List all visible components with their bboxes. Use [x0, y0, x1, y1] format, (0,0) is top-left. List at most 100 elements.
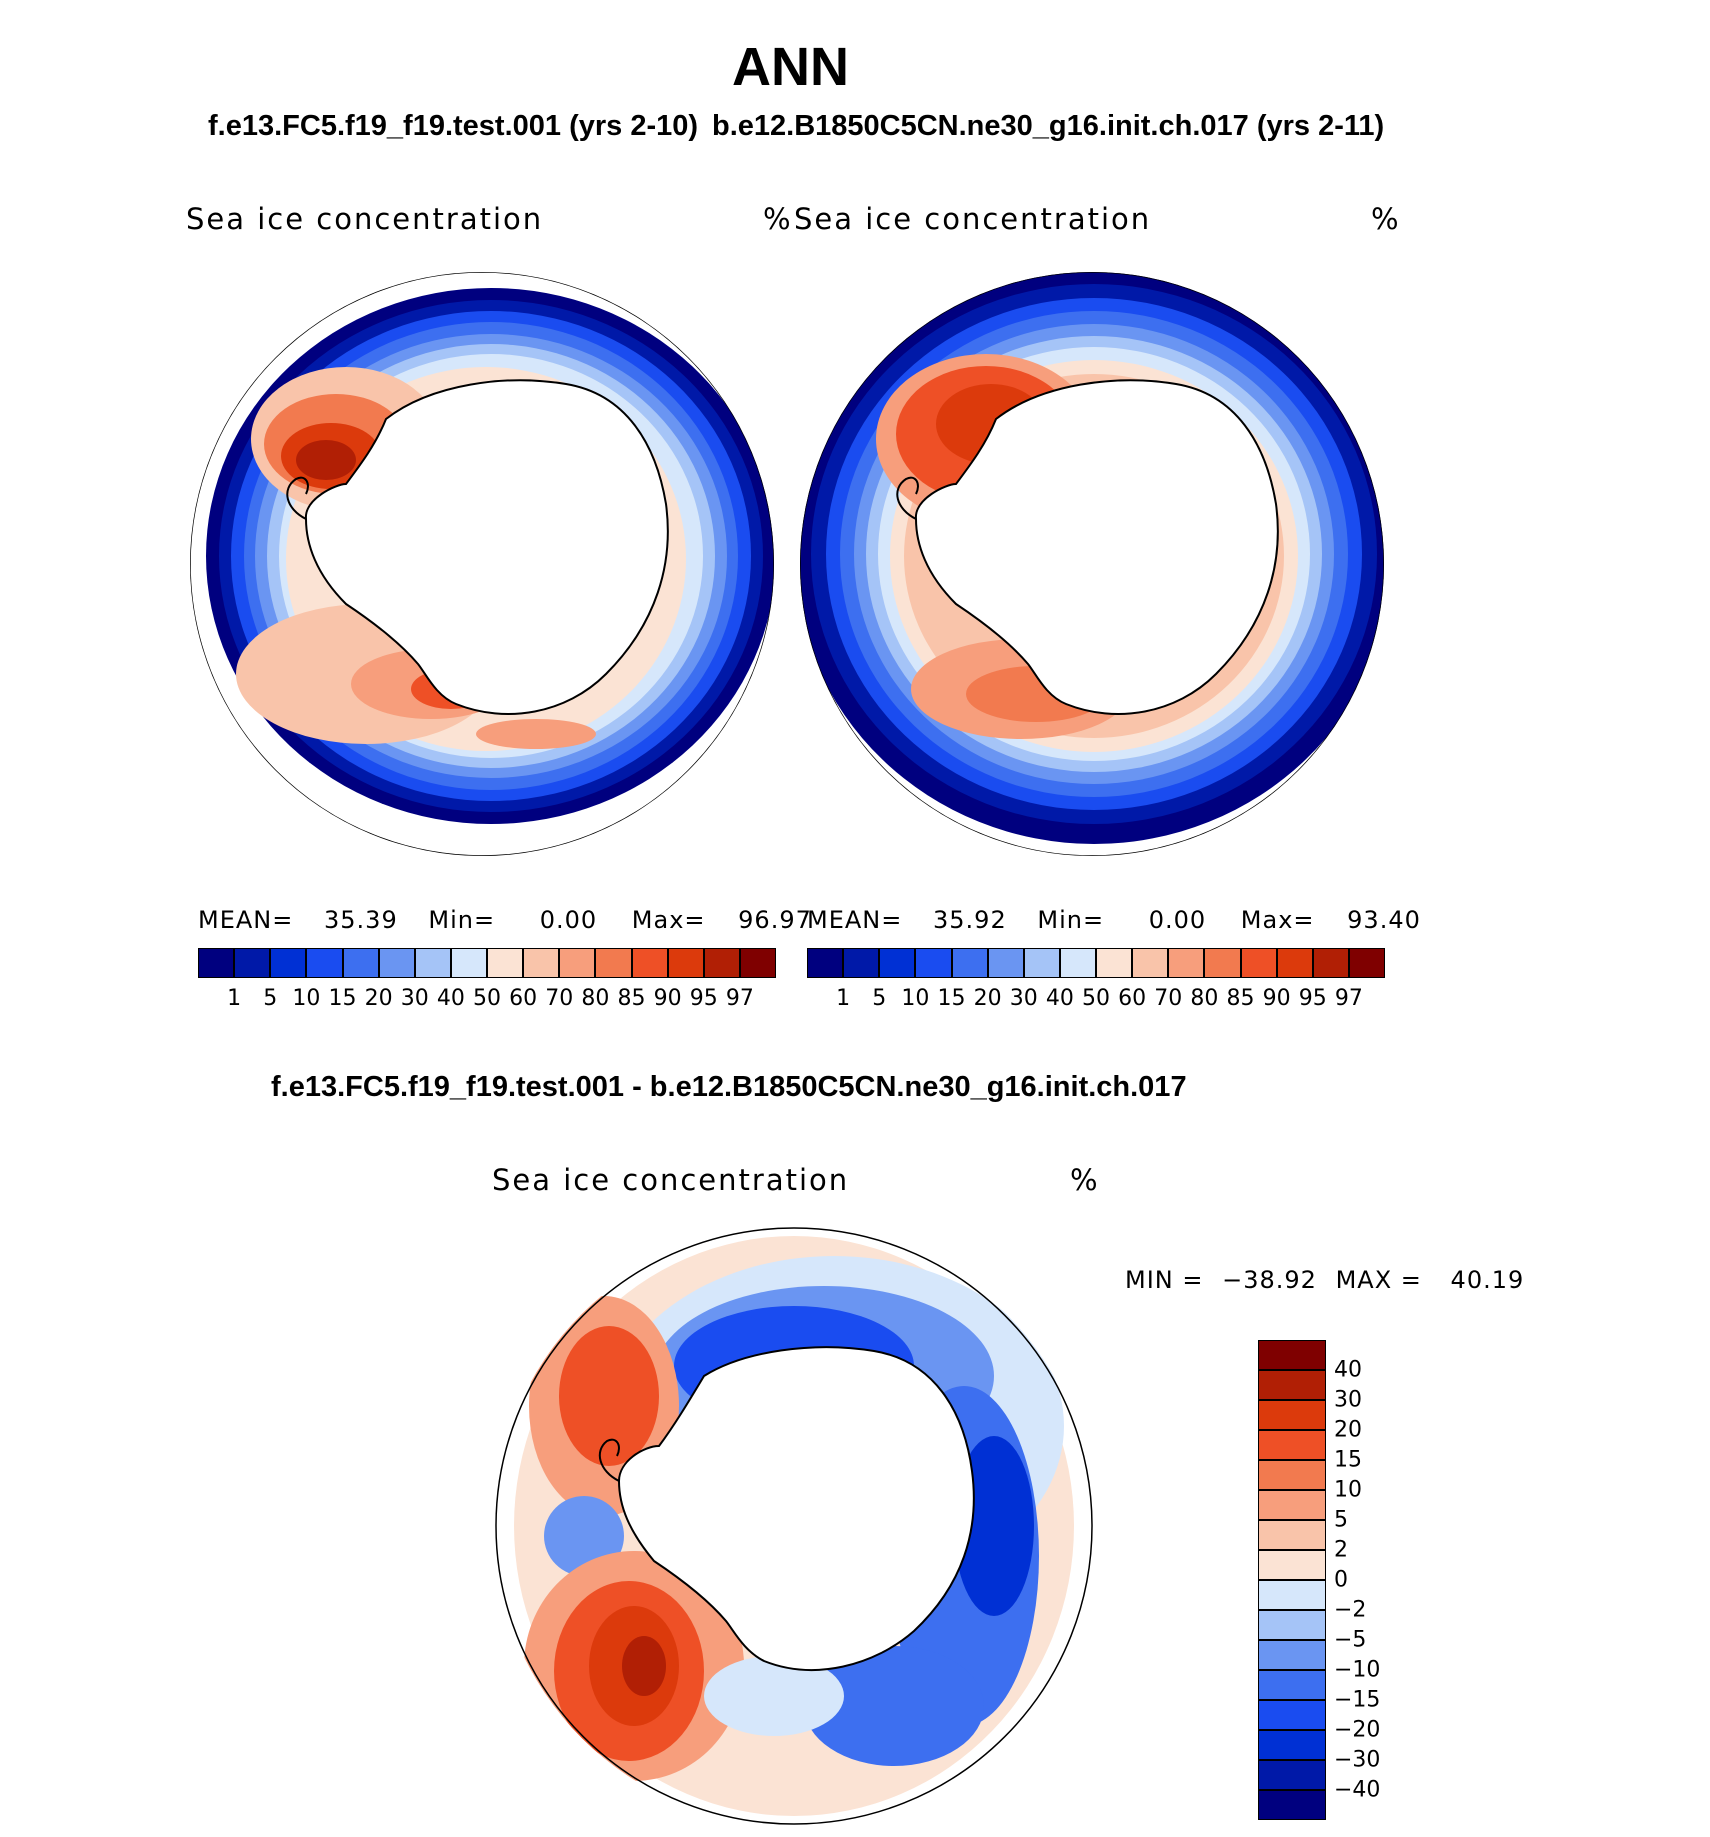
panel1-colorbar-swatch: [306, 948, 343, 978]
panel1-colorbar-tick-label: 5: [263, 986, 278, 1011]
panel2-stats: MEAN= 35.92 Min= 0.00 Max= 93.40: [807, 906, 1421, 934]
diff-max-value: 40.19: [1450, 1266, 1525, 1294]
panel1-colorbar-swatch: [450, 948, 487, 978]
diff-colorbar-tick-label: 20: [1334, 1417, 1362, 1443]
diff-colorbar-tick-label: −2: [1334, 1597, 1367, 1623]
panel1-colorbar-tick-label: 95: [689, 986, 718, 1011]
panel1-colorbar-tick-label: 85: [617, 986, 646, 1011]
panel2-ice-contours: [800, 272, 1384, 844]
diff-units: %: [1070, 1163, 1100, 1197]
panel2-colorbar-swatch: [1023, 948, 1060, 978]
diff-colorbar-swatch: [1258, 1730, 1326, 1760]
diff-colorbar-tick-label: −40: [1334, 1777, 1381, 1803]
panel1-colorbar: 1 5 10 15 20 30 40 50 60 70 80 85 90 95 97: [198, 948, 776, 1011]
panel1-colorbar-swatch: [414, 948, 451, 978]
panel1-ice-contours: [206, 288, 774, 824]
diff-case-title: f.e13.FC5.f19_f19.test.001 - b.e12.B1850…: [271, 1071, 1187, 1103]
diff-colorbar-swatch: [1258, 1700, 1326, 1730]
panel2-polar-map: [800, 272, 1384, 856]
diff-colorbar-swatch: [1258, 1790, 1326, 1820]
panel2-colorbar-swatch: [1059, 948, 1096, 978]
panel2-colorbar-swatch: [1276, 948, 1313, 978]
diff-colorbar-swatch: [1258, 1550, 1326, 1580]
panel1-max-value: 96.97: [738, 906, 812, 934]
diff-colorbar-swatch: [1258, 1340, 1326, 1370]
diff-variable-label: Sea ice concentration: [492, 1163, 850, 1197]
diff-colorbar-swatch: [1258, 1580, 1326, 1610]
panel2-mean-value: 35.92: [933, 906, 1007, 934]
panel1-colorbar-swatch: [198, 948, 235, 978]
panel1-min-value: 0.00: [539, 906, 598, 934]
panel2-colorbar-tick-label: 70: [1154, 986, 1183, 1011]
panel2-colorbar-tick-label: 30: [1009, 986, 1038, 1011]
panel2-max-value: 93.40: [1347, 906, 1421, 934]
panel2-colorbar-swatch: [1096, 948, 1133, 978]
panel2-colorbar-swatch: [1132, 948, 1169, 978]
panel2-case-title: b.e12.B1850C5CN.ne30_g16.init.ch.017 (yr…: [712, 110, 1385, 142]
diff-min-label: MIN =: [1125, 1266, 1204, 1294]
panel1-colorbar-swatch: [667, 948, 704, 978]
panel2-colorbar-tick-label: 1: [836, 986, 851, 1011]
panel1-colorbar-tick-label: 30: [400, 986, 429, 1011]
diff-colorbar-tick-label: 30: [1334, 1387, 1362, 1413]
panel2-colorbar-tick-label: 10: [901, 986, 930, 1011]
diff-colorbar-tick-label: −5: [1334, 1627, 1367, 1653]
panel1-colorbar-tick-label: 20: [364, 986, 393, 1011]
panel2-variable-label: Sea ice concentration: [794, 202, 1152, 236]
diff-colorbar-swatch: [1258, 1670, 1326, 1700]
panel2-colorbar-swatch: [951, 948, 988, 978]
panel2-colorbar-swatch: [1348, 948, 1385, 978]
diff-contours: [514, 1236, 1074, 1816]
panel2-mean-label: MEAN=: [807, 906, 903, 934]
panel1-colorbar-swatch: [378, 948, 415, 978]
panel2-colorbar-swatch: [879, 948, 916, 978]
diff-colorbar-tick-label: −30: [1334, 1747, 1381, 1773]
panel1-colorbar-swatch: [270, 948, 307, 978]
diff-min-value: −38.92: [1222, 1266, 1317, 1294]
panel1-min-label: Min=: [428, 906, 496, 934]
diff-colorbar-swatch: [1258, 1370, 1326, 1400]
diff-colorbar-tick-label: −20: [1334, 1717, 1381, 1743]
panel2-colorbar-swatch: [915, 948, 952, 978]
panel1-mean-value: 35.39: [324, 906, 398, 934]
panel1-colorbar-swatch: [342, 948, 379, 978]
panel2-colorbar-swatch: [807, 948, 844, 978]
panel1-stats: MEAN= 35.39 Min= 0.00 Max= 96.97: [198, 906, 812, 934]
panel1-colorbar-swatch: [631, 948, 668, 978]
panel1-colorbar-tick-label: 70: [545, 986, 574, 1011]
panel1-colorbar-tick-label: 80: [581, 986, 610, 1011]
panel1-colorbar-swatch: [234, 948, 271, 978]
panel2-colorbar-tick-label: 80: [1190, 986, 1219, 1011]
panel2-units: %: [1371, 202, 1401, 236]
diff-colorbar-tick-label: 40: [1334, 1357, 1362, 1383]
panel2-colorbar-tick-label: 97: [1334, 986, 1363, 1011]
panel2-colorbar-swatch: [843, 948, 880, 978]
panel1-colorbar-tick-label: 10: [292, 986, 321, 1011]
panel2-max-label: Max=: [1240, 906, 1315, 934]
diff-colorbar-swatch: [1258, 1460, 1326, 1490]
panel2-colorbar-tick-label: 50: [1082, 986, 1110, 1011]
panel1-polar-map: [190, 272, 774, 856]
panel2-colorbar-tick-label: 95: [1298, 986, 1327, 1011]
panel1-colorbar-tick-label: 40: [436, 986, 465, 1011]
diff-colorbar: 40 30 20 15 10 5 2 0 −2 −5 −10 −15 −20 −30 −40: [1258, 1340, 1418, 1820]
panel2-colorbar-tick-label: 85: [1226, 986, 1255, 1011]
diff-colorbar-swatch: [1258, 1760, 1326, 1790]
panel1-colorbar-tick-label: 50: [473, 986, 501, 1011]
panel2-colorbar-swatch: [1312, 948, 1349, 978]
panel2-colorbar: 1 5 10 15 20 30 40 50 60 70 80 85 90 95 97: [807, 948, 1385, 1011]
diff-colorbar-swatch: [1258, 1610, 1326, 1640]
panel1-colorbar-tick-label: 60: [509, 986, 538, 1011]
panel2-colorbar-tick-label: 15: [937, 986, 966, 1011]
diff-colorbar-tick-label: 0: [1334, 1567, 1348, 1593]
panel2-min-value: 0.00: [1148, 906, 1207, 934]
diff-colorbar-swatch: [1258, 1430, 1326, 1460]
panel1-colorbar-tick-label: 15: [328, 986, 357, 1011]
panel2-colorbar-tick-label: 90: [1262, 986, 1291, 1011]
panel2-colorbar-tick-label: 20: [973, 986, 1002, 1011]
panel1-colorbar-swatch: [703, 948, 740, 978]
panel1-colorbar-tick-label: 97: [725, 986, 754, 1011]
diff-polar-map: [494, 1226, 1094, 1826]
panel1-variable-label: Sea ice concentration: [186, 202, 544, 236]
panel1-mean-label: MEAN=: [198, 906, 294, 934]
